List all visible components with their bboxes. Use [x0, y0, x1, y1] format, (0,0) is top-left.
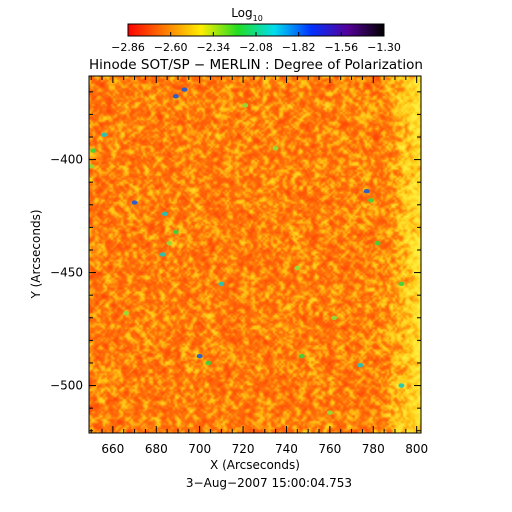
polarization-feature — [326, 410, 333, 415]
polarization-feature — [272, 146, 279, 151]
polarization-feature — [242, 103, 249, 108]
polarization-feature — [374, 241, 381, 246]
y-tick-label: −450 — [50, 266, 83, 280]
colorbar-title-main: Log — [231, 6, 252, 20]
polarization-feature — [294, 265, 301, 271]
colorbar: Log10 −2.86 −2.60 −2.34 −2.08 −1.82 −1.56 −1.3… — [111, 6, 401, 54]
x-axis-label: X (Arcseconds) — [210, 458, 300, 472]
polarization-feature — [131, 200, 138, 205]
polarization-feature — [166, 241, 173, 246]
polarization-feature — [159, 252, 166, 257]
y-axis: −400 −450 −500 — [50, 91, 421, 432]
polarization-features — [89, 87, 405, 415]
polarization-feature — [398, 383, 405, 388]
x-axis: 660 680 700 720 740 760 780 800 — [90, 76, 428, 456]
y-tick-label: −400 — [50, 153, 83, 167]
y-tick-label: −500 — [50, 379, 83, 393]
polarization-feature — [90, 148, 97, 153]
heatmap — [88, 75, 422, 434]
x-tick-label: 700 — [188, 442, 211, 456]
x-tick-label: 760 — [318, 442, 341, 456]
heatmap-image — [89, 76, 421, 433]
polarization-feature — [363, 189, 370, 194]
x-tick-label: 800 — [405, 442, 428, 456]
colorbar-tick-label: −2.08 — [239, 41, 273, 54]
polarization-feature — [357, 363, 364, 368]
colorbar-tick-label: −2.60 — [154, 41, 188, 54]
polarization-feature — [398, 281, 405, 287]
polarization-feature — [172, 94, 179, 99]
x-tick-label: 740 — [275, 442, 298, 456]
polarization-feature — [205, 360, 212, 366]
plot-frame — [88, 75, 422, 434]
x-tick-label: 660 — [101, 442, 124, 456]
polarization-feature — [172, 229, 179, 235]
colorbar-tick-label: −1.30 — [367, 41, 401, 54]
polarization-feature — [181, 87, 188, 92]
observation-date: 3−Aug−2007 15:00:04.753 — [186, 476, 352, 490]
polarization-feature — [89, 164, 95, 169]
polarization-feature — [331, 315, 338, 320]
polarization-feature — [101, 132, 108, 137]
polarization-feature — [218, 281, 225, 287]
x-tick-label: 720 — [232, 442, 255, 456]
colorbar-ticks: −2.86 −2.60 −2.34 −2.08 −1.82 −1.56 −1.30 — [111, 32, 401, 54]
polarization-feature — [122, 311, 129, 316]
chart-title: Hinode SOT/SP − MERLIN : Degree of Polar… — [89, 57, 423, 73]
polarization-feature — [368, 198, 375, 203]
x-tick-label: 780 — [362, 442, 385, 456]
colorbar-tick-label: −1.56 — [324, 41, 358, 54]
polarization-feature — [298, 353, 305, 359]
x-tick-label: 680 — [145, 442, 168, 456]
colorbar-tick-label: −2.34 — [196, 41, 230, 54]
colorbar-title-sub: 10 — [253, 14, 263, 23]
polarization-feature — [161, 211, 168, 217]
polarization-feature — [196, 353, 203, 359]
colorbar-tick-label: −1.82 — [282, 41, 316, 54]
colorbar-tick-label: −2.86 — [111, 41, 145, 54]
y-axis-label: Y (Arcseconds) — [29, 209, 43, 299]
colorbar-title: Log10 — [231, 6, 263, 23]
